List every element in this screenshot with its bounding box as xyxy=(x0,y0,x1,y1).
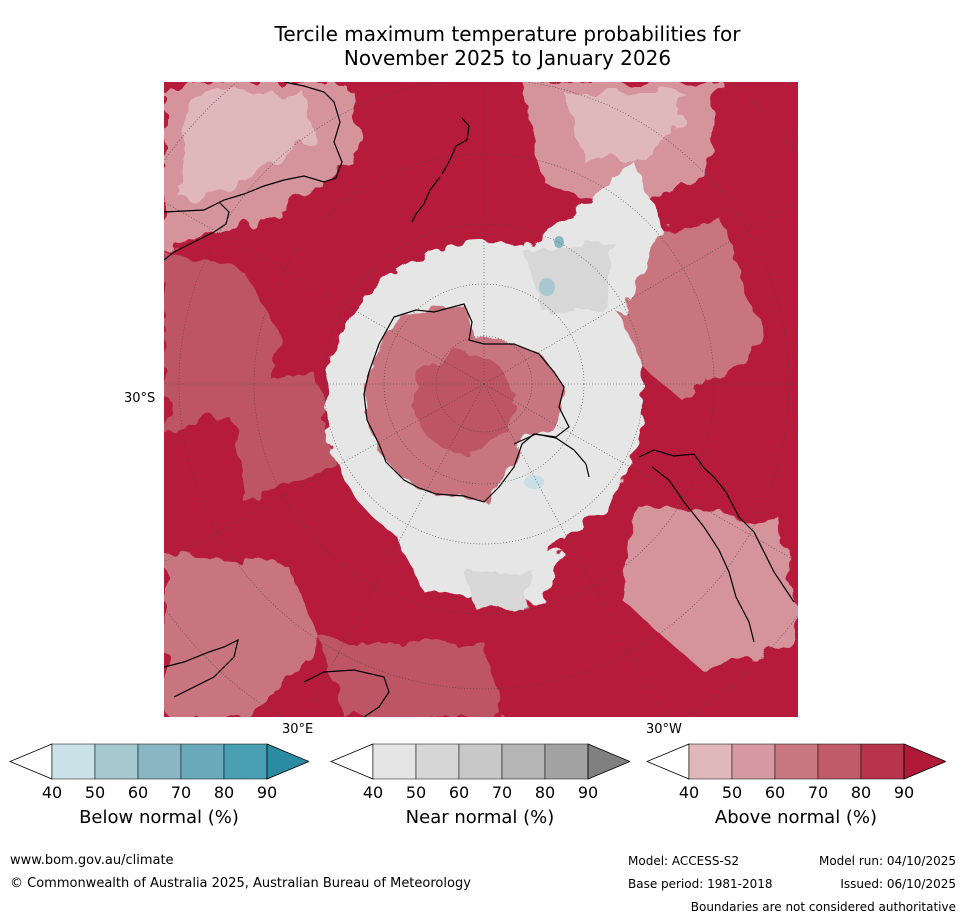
above-tick-80: 80 xyxy=(850,783,872,802)
above-segment-40 xyxy=(688,743,733,780)
above-extend-low xyxy=(646,743,690,780)
model-name: Model: ACCESS-S2 xyxy=(628,854,740,868)
lat-circle-50 xyxy=(253,153,715,615)
above-segment-60 xyxy=(774,743,819,780)
near-segment-50 xyxy=(415,743,460,780)
near-extend-high xyxy=(587,743,630,780)
graticule xyxy=(164,82,798,717)
coast-australia-west xyxy=(164,201,230,261)
near-tick-50: 50 xyxy=(405,783,427,802)
above-tick-40: 40 xyxy=(678,783,700,802)
above-tick-70: 70 xyxy=(807,783,829,802)
below-tick-70: 70 xyxy=(170,783,192,802)
above-segment-70 xyxy=(817,743,862,780)
patch-se xyxy=(624,502,798,672)
coastlines xyxy=(164,82,795,717)
coast-antarctica xyxy=(363,303,570,503)
above-tick-90: 90 xyxy=(893,783,915,802)
above-tick-60: 60 xyxy=(764,783,786,802)
below-tick-50: 50 xyxy=(84,783,106,802)
above-segment-80 xyxy=(860,743,905,780)
meridian-120w xyxy=(483,201,798,385)
below-tick-90: 90 xyxy=(256,783,278,802)
meridian-30w xyxy=(483,383,665,717)
near-tick-60: 60 xyxy=(448,783,470,802)
near-segment-70 xyxy=(501,743,546,780)
below-extend-high xyxy=(266,743,309,780)
below-segment-40 xyxy=(51,743,96,780)
near-segment-80 xyxy=(544,743,589,780)
coast-south-america-west xyxy=(651,466,755,643)
below-segment-70 xyxy=(180,743,225,780)
issued-date: Issued: 06/10/2025 xyxy=(840,877,956,891)
below-tick-60: 60 xyxy=(127,783,149,802)
below-colorbar-label: Below normal (%) xyxy=(79,807,239,828)
below-segment-50 xyxy=(94,743,139,780)
below-normal-speck-2 xyxy=(524,475,544,489)
below-normal-speck-1 xyxy=(539,278,555,296)
coast-australia xyxy=(164,82,343,213)
ring-grey-south xyxy=(464,572,534,612)
lon-label-30e: 30°E xyxy=(282,722,314,737)
below-segment-60 xyxy=(137,743,182,780)
model-run-date: Model run: 04/10/2025 xyxy=(818,854,956,868)
meridian-60e xyxy=(164,383,485,563)
boundaries-disclaimer: Boundaries are not considered authoritat… xyxy=(690,900,956,914)
above-extend-high xyxy=(903,743,946,780)
coast-africa xyxy=(164,638,239,698)
near-extend-low xyxy=(330,743,374,780)
colorbar-below-normal: 40 50 60 70 80 90 Below normal (%) xyxy=(9,743,309,843)
above-colorbar-graphic xyxy=(646,743,946,780)
title-line-2: November 2025 to January 2026 xyxy=(343,46,672,70)
base-period: Base period: 1981-2018 xyxy=(628,877,773,891)
coast-madagascar xyxy=(303,669,390,717)
lat-circle-40 xyxy=(178,82,790,690)
website-link[interactable]: www.bom.gov.au/climate xyxy=(10,853,174,868)
patch-nw-light xyxy=(184,92,314,202)
coast-antarctic-peninsula xyxy=(513,433,590,478)
colorbar-near-normal: 40 50 60 70 80 90 Near normal (%) xyxy=(330,743,630,843)
meridian-120e xyxy=(164,201,485,385)
below-segment-80 xyxy=(223,743,268,780)
antarctica-fill xyxy=(364,304,564,502)
patch-ne-light xyxy=(564,92,684,162)
near-tick-80: 80 xyxy=(534,783,556,802)
above-segment-50 xyxy=(731,743,776,780)
below-extend-low xyxy=(9,743,53,780)
near-colorbar-label: Near normal (%) xyxy=(405,807,555,828)
below-normal-speck-3 xyxy=(554,236,564,248)
patch-south xyxy=(324,642,504,717)
antarctica-core xyxy=(414,352,514,452)
near-tick-40: 40 xyxy=(362,783,384,802)
copyright-text: © Commonwealth of Australia 2025, Austra… xyxy=(10,876,471,891)
near-segment-40 xyxy=(372,743,417,780)
below-tick-40: 40 xyxy=(41,783,63,802)
coast-south-america xyxy=(638,449,795,603)
near-tick-90: 90 xyxy=(577,783,599,802)
near-segment-60 xyxy=(458,743,503,780)
above-colorbar-label: Above normal (%) xyxy=(714,807,878,828)
meridian-30e xyxy=(303,383,485,717)
probability-map xyxy=(164,82,798,717)
patch-center-west xyxy=(224,372,334,502)
above-tick-50: 50 xyxy=(721,783,743,802)
coast-new-zealand-south xyxy=(411,176,441,223)
below-tick-80: 80 xyxy=(213,783,235,802)
colorbar-above-normal: 40 50 60 70 80 90 Above normal (%) xyxy=(646,743,946,843)
title-line-1: Tercile maximum temperature probabilitie… xyxy=(274,22,741,46)
below-colorbar-graphic xyxy=(9,743,309,780)
lat-label-30s: 30°S xyxy=(124,391,156,406)
near-colorbar-graphic xyxy=(330,743,630,780)
meridian-60w xyxy=(483,383,798,563)
lon-label-30w: 30°W xyxy=(646,722,682,737)
near-tick-70: 70 xyxy=(491,783,513,802)
coast-new-zealand-north xyxy=(441,117,470,175)
patch-sw xyxy=(164,552,324,717)
map-title: Tercile maximum temperature probabilitie… xyxy=(160,22,855,70)
